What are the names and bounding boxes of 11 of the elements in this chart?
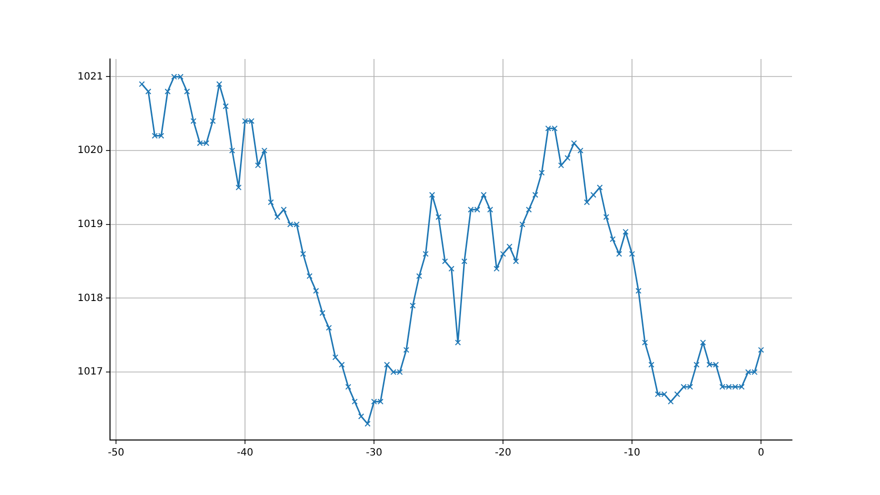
x-tick-label: -10 <box>624 448 640 459</box>
x-tick-label: 0 <box>758 448 764 459</box>
x-tick-label: -40 <box>236 448 254 459</box>
x-tick-label: -50 <box>108 448 124 459</box>
y-tick-label: 1018 <box>78 292 103 304</box>
x-tick-label: -30 <box>366 448 382 459</box>
x-tick-label: -20 <box>494 448 512 459</box>
y-tick-label: 1017 <box>78 366 103 378</box>
y-tick-label: 1020 <box>78 145 103 156</box>
y-tick-label: 1021 <box>78 71 103 82</box>
y-tick-label: 1019 <box>78 218 103 230</box>
